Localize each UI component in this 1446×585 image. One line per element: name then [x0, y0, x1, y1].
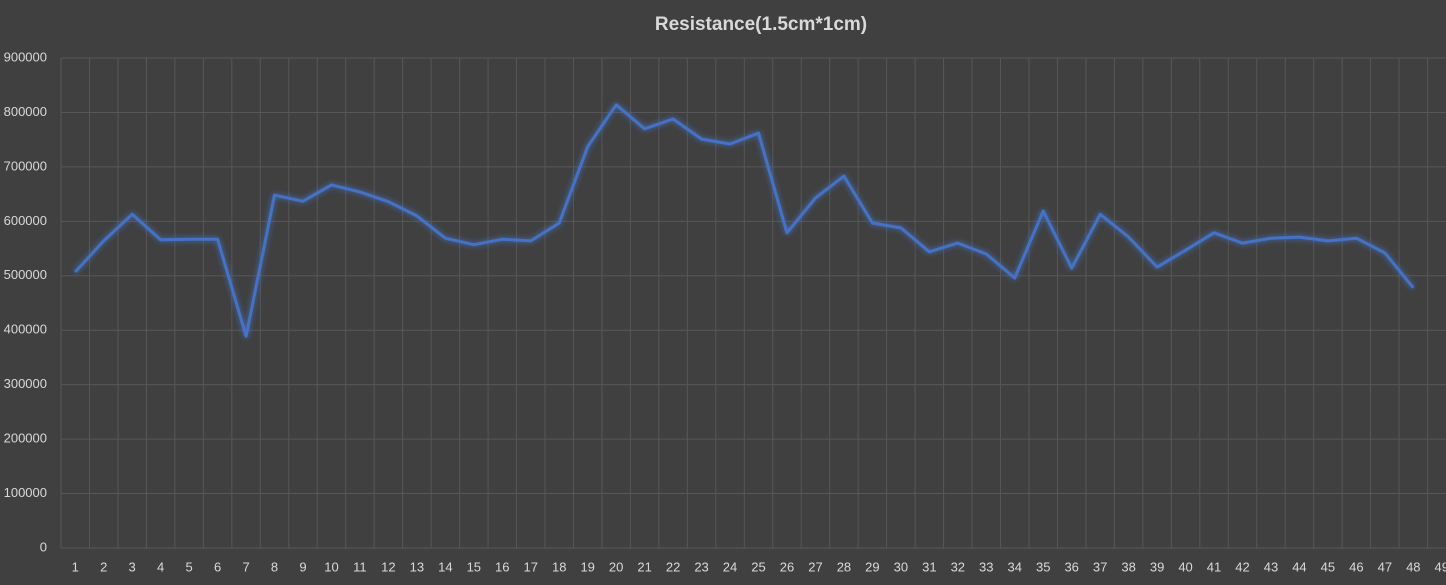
x-tick-label: 29: [865, 559, 879, 574]
x-tick-label: 24: [723, 559, 737, 574]
x-tick-label: 23: [694, 559, 708, 574]
x-tick-label: 30: [894, 559, 908, 574]
x-tick-label: 41: [1207, 559, 1221, 574]
x-tick-label: 11: [353, 559, 367, 574]
x-tick-label: 26: [780, 559, 794, 574]
y-tick-label: 200000: [4, 431, 47, 446]
x-tick-label: 45: [1321, 559, 1335, 574]
x-tick-label: 31: [922, 559, 936, 574]
x-tick-label: 28: [837, 559, 851, 574]
y-tick-label: 500000: [4, 267, 47, 282]
x-tick-label: 34: [1008, 559, 1022, 574]
x-tick-label: 22: [666, 559, 680, 574]
x-tick-label: 25: [751, 559, 765, 574]
x-tick-label: 17: [524, 559, 538, 574]
x-tick-label: 8: [271, 559, 278, 574]
x-tick-label: 20: [609, 559, 623, 574]
x-tick-label: 32: [951, 559, 965, 574]
x-tick-label: 5: [185, 559, 192, 574]
x-tick-label: 46: [1349, 559, 1363, 574]
x-tick-label: 21: [637, 559, 651, 574]
x-tick-label: 37: [1093, 559, 1107, 574]
x-tick-label: 14: [438, 559, 452, 574]
x-tick-label: 44: [1292, 559, 1306, 574]
x-tick-label: 10: [324, 559, 338, 574]
chart-title: Resistance(1.5cm*1cm): [655, 14, 867, 35]
x-tick-label: 43: [1264, 559, 1278, 574]
x-tick-label: 7: [242, 559, 249, 574]
x-tick-label: 40: [1178, 559, 1192, 574]
x-tick-label: 42: [1235, 559, 1249, 574]
y-tick-label: 600000: [4, 213, 47, 228]
x-tick-label: 49: [1435, 559, 1446, 574]
x-tick-label: 6: [214, 559, 221, 574]
y-tick-label: 700000: [4, 158, 47, 173]
y-tick-label: 800000: [4, 104, 47, 119]
x-tick-label: 2: [100, 559, 107, 574]
x-tick-label: 12: [381, 559, 395, 574]
x-tick-label: 19: [580, 559, 594, 574]
x-tick-label: 15: [467, 559, 481, 574]
x-tick-label: 1: [72, 559, 79, 574]
x-tick-label: 18: [552, 559, 566, 574]
x-tick-label: 13: [410, 559, 424, 574]
x-tick-label: 3: [129, 559, 136, 574]
x-tick-label: 4: [157, 559, 164, 574]
y-tick-label: 900000: [4, 49, 47, 64]
series-line: [74, 103, 1415, 338]
y-tick-label: 300000: [4, 376, 47, 391]
x-tick-label: 27: [808, 559, 822, 574]
x-tick-label: 47: [1378, 559, 1392, 574]
x-tick-label: 36: [1064, 559, 1078, 574]
y-tick-label: 100000: [4, 485, 47, 500]
x-tick-label: 33: [979, 559, 993, 574]
x-tick-label: 35: [1036, 559, 1050, 574]
y-tick-label: 400000: [4, 322, 47, 337]
x-tick-label: 38: [1121, 559, 1135, 574]
x-tick-label: 48: [1406, 559, 1420, 574]
x-tick-label: 16: [495, 559, 509, 574]
x-tick-label: 9: [299, 559, 306, 574]
x-tick-label: 39: [1150, 559, 1164, 574]
y-tick-label: 0: [40, 539, 47, 554]
